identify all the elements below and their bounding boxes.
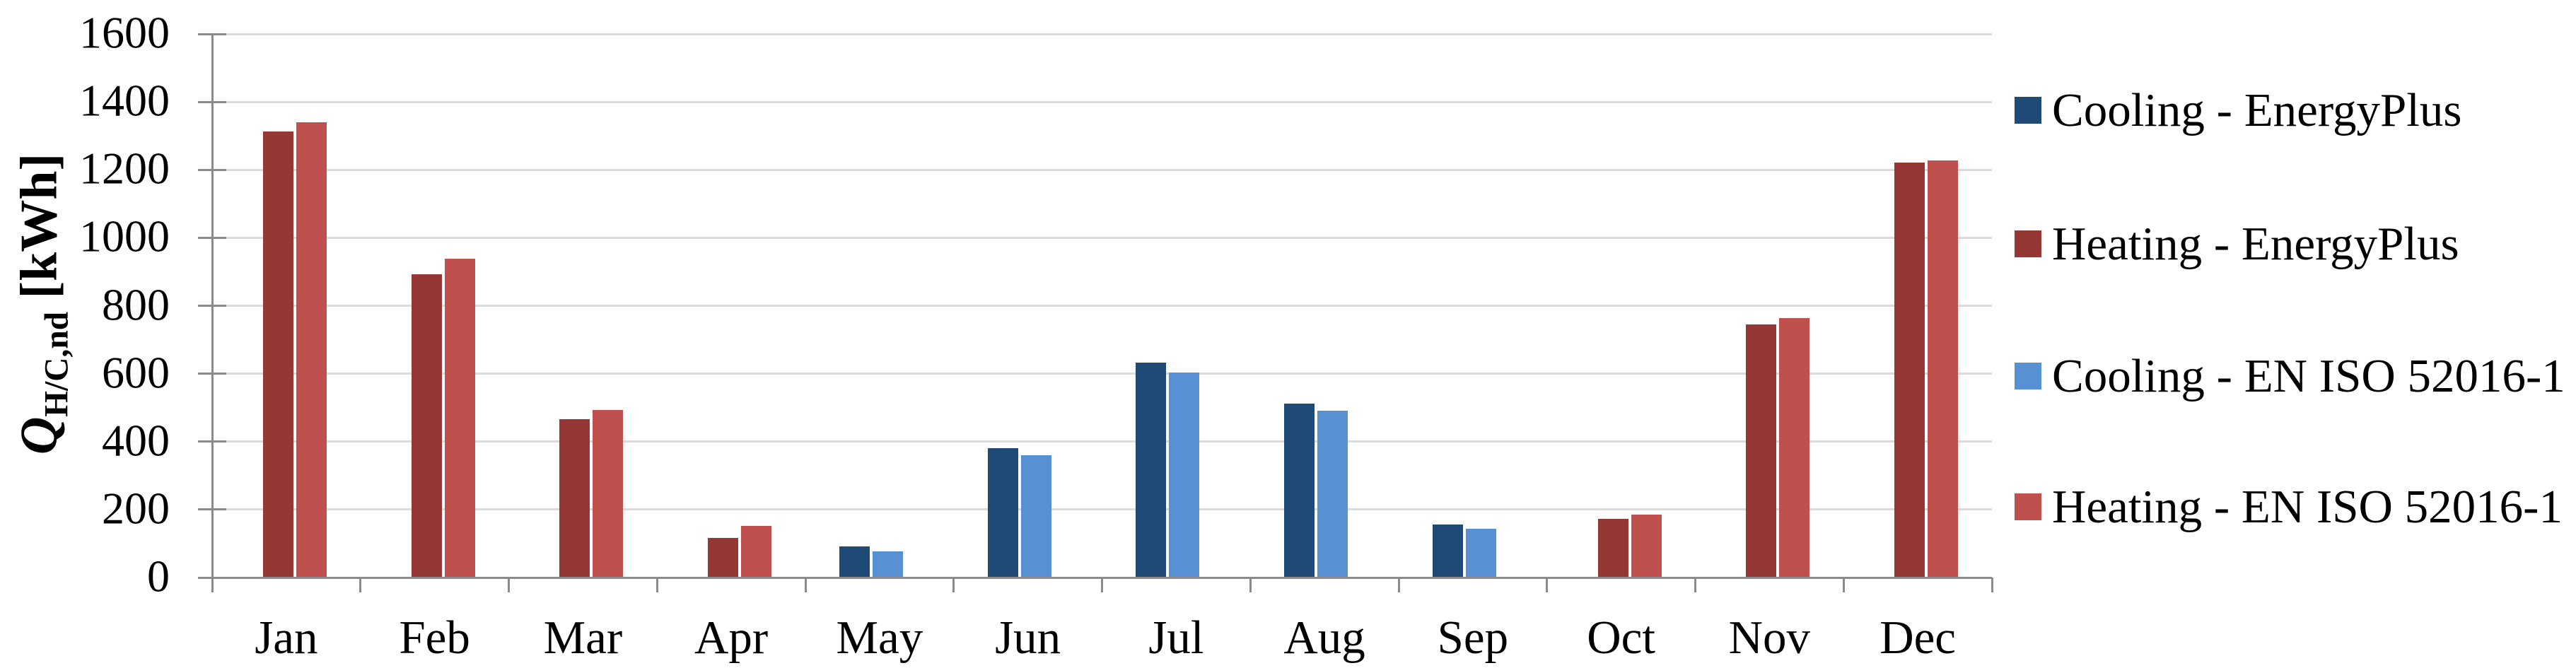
legend-label: Heating - EN ISO 52016-1	[2052, 481, 2563, 533]
bar-cooling-en-iso-52016-1-sep	[1466, 528, 1496, 577]
bar-heating-energyplus-mar	[559, 418, 590, 577]
legend-marker-cooling-en-iso-52016-1	[2015, 363, 2041, 389]
legend-label: Cooling - EN ISO 52016-1	[2052, 350, 2565, 402]
gridline-1200	[212, 168, 1992, 171]
x-tick-label-oct: Oct	[1587, 611, 1655, 664]
bar-heating-en-iso-52016-1-feb	[445, 258, 475, 577]
y-axis-line	[211, 34, 214, 592]
y-tick-label-0: 0	[147, 551, 170, 602]
y-tick-label-400: 400	[102, 415, 170, 466]
bar-heating-energyplus-dec	[1894, 162, 1925, 577]
y-tick-label-1400: 1400	[79, 75, 170, 126]
x-axis-tick-0	[211, 578, 214, 592]
gridline-200	[212, 508, 1992, 511]
x-axis-tick-4	[804, 578, 807, 592]
bar-cooling-en-iso-52016-1-may	[873, 551, 903, 577]
bar-heating-energyplus-oct	[1598, 518, 1628, 577]
legend-label: Heating - EnergyPlus	[2052, 218, 2459, 270]
x-tick-label-feb: Feb	[399, 611, 470, 664]
gridline-1000	[212, 236, 1992, 239]
x-axis-tick-3	[655, 578, 658, 592]
bar-cooling-en-iso-52016-1-jun	[1021, 455, 1051, 577]
x-tick-label-mar: Mar	[543, 611, 623, 664]
gridline-400	[212, 440, 1992, 443]
x-axis-tick-12	[1991, 578, 1993, 592]
legend-item-cooling-en-iso-52016-1: Cooling - EN ISO 52016-1	[2015, 349, 2565, 403]
y-tick-label-1000: 1000	[79, 211, 170, 262]
x-axis-tick-2	[508, 578, 510, 592]
x-tick-label-jan: Jan	[255, 611, 318, 664]
legend-item-cooling-energyplus: Cooling - EnergyPlus	[2015, 83, 2461, 137]
x-axis-tick-8	[1397, 578, 1400, 592]
x-tick-label-dec: Dec	[1879, 611, 1957, 664]
x-tick-label-apr: Apr	[694, 611, 769, 664]
bar-heating-en-iso-52016-1-nov	[1779, 317, 1809, 577]
gridline-600	[212, 373, 1992, 375]
x-axis-tick-5	[952, 578, 955, 592]
x-axis-tick-9	[1546, 578, 1549, 592]
x-axis-tick-1	[359, 578, 362, 592]
x-tick-label-jul: Jul	[1148, 611, 1204, 664]
x-tick-label-jun: Jun	[995, 611, 1061, 664]
y-tick-label-200: 200	[102, 483, 170, 534]
bar-heating-energyplus-jan	[263, 131, 293, 577]
x-tick-label-nov: Nov	[1728, 611, 1811, 664]
bar-heating-energyplus-feb	[412, 274, 442, 577]
x-tick-label-aug: Aug	[1283, 611, 1365, 664]
legend-marker-cooling-energyplus	[2015, 97, 2041, 124]
bar-heating-en-iso-52016-1-oct	[1631, 514, 1662, 577]
bar-heating-energyplus-apr	[708, 537, 738, 577]
x-tick-label-sep: Sep	[1437, 611, 1509, 664]
legend-marker-heating-energyplus	[2015, 230, 2041, 257]
legend-item-heating-en-iso-52016-1: Heating - EN ISO 52016-1	[2015, 480, 2563, 534]
bar-cooling-en-iso-52016-1-aug	[1317, 410, 1348, 577]
bar-heating-en-iso-52016-1-jan	[296, 122, 327, 577]
bar-heating-en-iso-52016-1-apr	[741, 525, 771, 577]
gridline-1400	[212, 100, 1992, 103]
bar-cooling-energyplus-jul	[1136, 362, 1166, 577]
bar-heating-en-iso-52016-1-mar	[593, 409, 623, 577]
bar-cooling-energyplus-aug	[1284, 403, 1315, 577]
bar-cooling-en-iso-52016-1-jul	[1169, 372, 1199, 577]
legend-marker-heating-en-iso-52016-1	[2015, 493, 2041, 520]
y-tick-label-600: 600	[102, 347, 170, 398]
x-axis-tick-11	[1842, 578, 1845, 592]
bar-cooling-energyplus-jun	[988, 447, 1018, 577]
bar-heating-en-iso-52016-1-dec	[1928, 160, 1958, 577]
bar-cooling-energyplus-may	[839, 546, 870, 577]
x-axis-tick-6	[1101, 578, 1103, 592]
legend-item-heating-energyplus: Heating - EnergyPlus	[2015, 217, 2459, 271]
bar-heating-energyplus-nov	[1746, 324, 1776, 577]
gridline-800	[212, 305, 1992, 307]
y-tick-label-800: 800	[102, 279, 170, 330]
x-tick-label-may: May	[836, 611, 923, 664]
legend-label: Cooling - EnergyPlus	[2052, 84, 2462, 136]
x-axis-tick-7	[1249, 578, 1252, 592]
x-axis-tick-10	[1694, 578, 1696, 592]
y-tick-label-1200: 1200	[79, 143, 170, 194]
gridline-1600	[212, 33, 1992, 35]
y-tick-label-1600: 1600	[79, 7, 170, 58]
bar-cooling-energyplus-sep	[1433, 524, 1463, 577]
